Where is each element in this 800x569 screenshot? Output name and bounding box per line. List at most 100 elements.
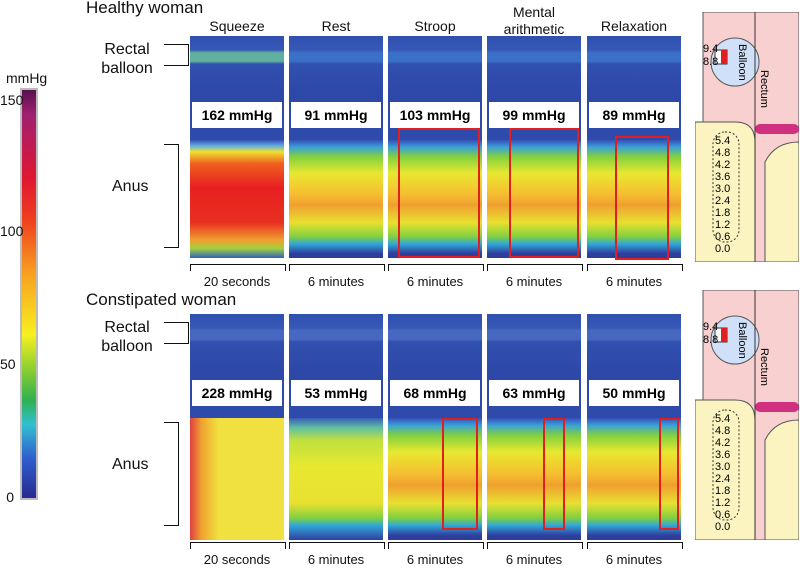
depth-label: 4.8 (715, 147, 730, 159)
pressure-label: 103 mmHg (390, 102, 480, 128)
depth-label: 5.4 (715, 413, 730, 425)
anus-heatmap (190, 418, 284, 540)
depth-label: 3.6 (715, 171, 730, 183)
depth-label: 1.8 (715, 485, 730, 497)
bracket (164, 422, 179, 526)
balloon-heatmap (190, 36, 284, 92)
pressure-label: 68 mmHg (390, 380, 480, 406)
pressure-label: 99 mmHg (489, 102, 579, 128)
duration-label: 6 minutes (605, 552, 663, 567)
pressure-label: 162 mmHg (192, 102, 282, 128)
balloon-heatmap (388, 36, 482, 92)
pressure-label: 53 mmHg (291, 380, 381, 406)
colorbar-tick-label: 0 (6, 489, 14, 505)
row-label: Rectal balloon (101, 41, 153, 77)
depth-label: 3.6 (715, 449, 730, 461)
balloon-depth: 9.4 (703, 321, 718, 333)
depth-label: 1.2 (715, 219, 730, 231)
column-label: Rest (321, 18, 351, 34)
anus-heatmap (289, 418, 383, 540)
depth-label: 3.0 (715, 461, 730, 473)
column-label: Stroop (414, 18, 456, 34)
depth-label: 2.4 (715, 195, 730, 207)
duration-bracket (388, 542, 484, 549)
bracket (164, 144, 179, 248)
pressure-label: 89 mmHg (589, 102, 679, 128)
colorbar-unit: mmHg (6, 70, 48, 86)
colorbar-tick-label: 100 (0, 223, 24, 239)
balloon-heatmap (587, 314, 681, 370)
balloon-depth: 9.4 (703, 43, 718, 55)
highlight-box (442, 418, 478, 530)
column-label: Mental arithmetic (503, 4, 565, 37)
panel-title: Constipated woman (86, 290, 237, 309)
depth-label: 0.6 (715, 231, 730, 243)
anus-heatmap (289, 140, 383, 258)
anatomy-diagram: 9.48.8 Balloon Rectum 5.44.84.23.63.02.41.8… (695, 290, 799, 540)
balloon-heatmap (587, 36, 681, 92)
highlight-box (398, 128, 480, 258)
balloon-heatmap (487, 314, 581, 370)
rectum-label: Rectum (758, 348, 770, 386)
balloon-label: Balloon (736, 322, 748, 359)
balloon-heatmap (289, 314, 383, 370)
duration-label: 6 minutes (406, 274, 464, 289)
balloon-label: Balloon (736, 44, 748, 81)
highlight-box (509, 128, 579, 258)
duration-bracket (289, 264, 385, 271)
balloon-heatmap (388, 314, 482, 370)
duration-bracket (587, 542, 683, 549)
column-label: Squeeze (209, 18, 265, 34)
duration-label: 6 minutes (505, 552, 563, 567)
row-label: Anus (112, 178, 149, 195)
pressure-label: 228 mmHg (192, 380, 282, 406)
duration-bracket (587, 264, 683, 271)
depth-label: 4.2 (715, 437, 730, 449)
highlight-box (659, 418, 679, 530)
depth-label: 4.2 (715, 159, 730, 171)
balloon-heatmap (190, 314, 284, 370)
depth-label: 3.0 (715, 183, 730, 195)
duration-label: 6 minutes (505, 274, 563, 289)
duration-label: 6 minutes (307, 552, 365, 567)
balloon-heatmap (289, 36, 383, 92)
balloon-heatmap (487, 36, 581, 92)
row-label: Rectal balloon (101, 319, 153, 355)
panel-title: Healthy woman (86, 0, 204, 17)
depth-label: 0.0 (715, 521, 730, 533)
pressure-label: 63 mmHg (489, 380, 579, 406)
anus-heatmap (190, 140, 284, 258)
colorbar-tick-label: 150 (0, 92, 24, 108)
balloon-depth: 8.8 (703, 334, 718, 346)
anus-heatmap (587, 140, 681, 258)
balloon-depth: 8.8 (703, 56, 718, 68)
depth-label: 1.8 (715, 207, 730, 219)
depth-label: 4.8 (715, 425, 730, 437)
duration-label: 6 minutes (307, 274, 365, 289)
anatomy-diagram: 9.48.8 Balloon Rectum 5.44.84.23.63.02.41.8… (695, 12, 799, 262)
duration-label: 6 minutes (406, 552, 464, 567)
anus-heatmap (587, 418, 681, 540)
depth-label: 2.4 (715, 473, 730, 485)
pressure-label: 50 mmHg (589, 380, 679, 406)
anus-heatmap (487, 418, 581, 540)
row-label: Anus (112, 456, 149, 473)
anus-heatmap (388, 418, 482, 540)
anus-heatmap (388, 140, 482, 258)
duration-label: 20 seconds (203, 274, 271, 289)
duration-bracket (289, 542, 385, 549)
column-label: Relaxation (600, 18, 668, 34)
duration-label: 20 seconds (203, 552, 271, 567)
depth-label: 0.6 (715, 509, 730, 521)
colorbar-tick-label: 50 (0, 356, 16, 372)
highlight-box (615, 136, 669, 260)
duration-bracket (487, 542, 583, 549)
depth-label: 0.0 (715, 243, 730, 255)
depth-label: 1.2 (715, 497, 730, 509)
highlight-box (543, 418, 565, 530)
duration-bracket (388, 264, 484, 271)
duration-label: 6 minutes (605, 274, 663, 289)
anus-heatmap (487, 140, 581, 258)
bracket (164, 44, 189, 66)
